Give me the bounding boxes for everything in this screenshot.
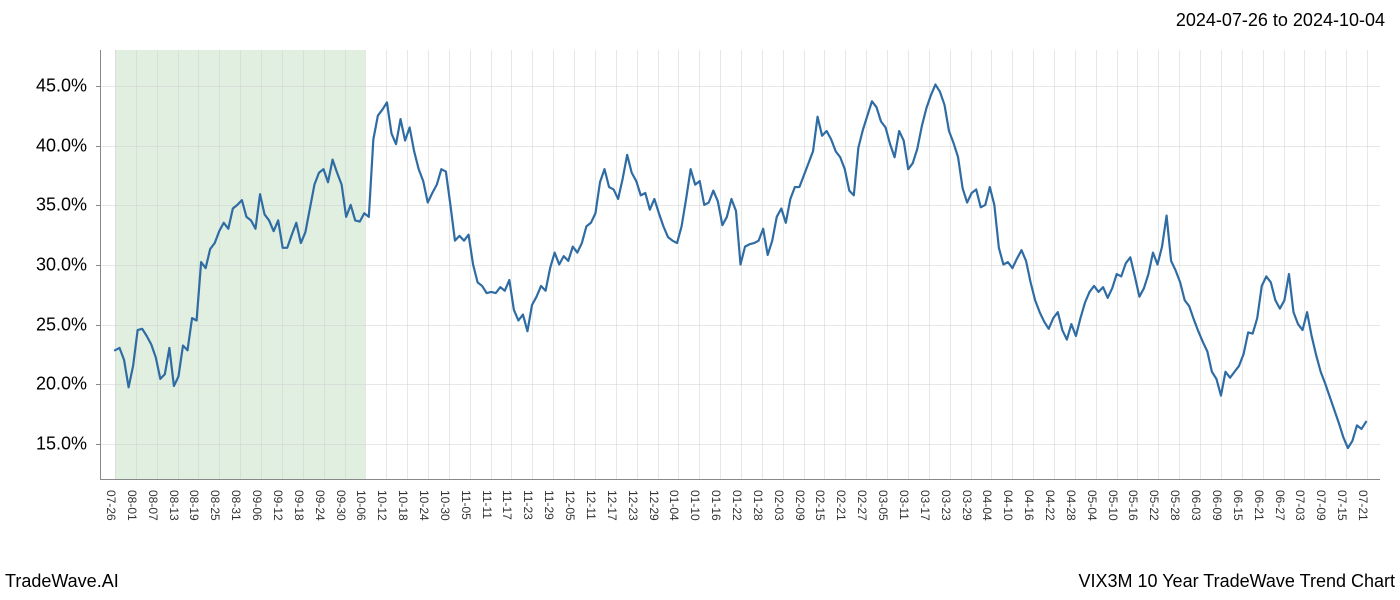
y-axis-label: 15.0%: [36, 434, 87, 455]
x-axis-label: 02-27: [855, 490, 869, 521]
x-axis-label: 10-30: [438, 490, 452, 521]
x-axis-label: 11-05: [459, 490, 473, 520]
x-axis-label: 09-18: [292, 490, 306, 521]
y-axis-label: 35.0%: [36, 195, 87, 216]
y-axis-label: 20.0%: [36, 374, 87, 395]
x-axis-label: 09-30: [334, 490, 348, 521]
x-axis: 07-26 08-01 08-07 08-13 08-19 08-25 08-31 09-06…: [100, 485, 1380, 555]
series-line: [115, 85, 1366, 448]
y-axis-label: 40.0%: [36, 135, 87, 156]
x-axis-label: 10-24: [417, 490, 431, 521]
date-range-label: 2024-07-26 to 2024-10-04: [1176, 10, 1385, 31]
x-axis-label: 08-31: [229, 490, 243, 521]
x-axis-label: 10-06: [354, 490, 368, 521]
y-tick: [96, 444, 101, 445]
x-axis-label: 12-11: [584, 490, 598, 520]
x-axis-label: 06-27: [1273, 490, 1287, 521]
y-tick: [96, 265, 101, 266]
x-axis-label: 04-28: [1064, 490, 1078, 521]
x-axis-label: 07-09: [1314, 490, 1328, 521]
x-axis-label: 04-16: [1022, 490, 1036, 521]
x-axis-label: 12-17: [605, 490, 619, 521]
x-axis-label: 02-21: [834, 490, 848, 521]
x-axis-label: 09-06: [250, 490, 264, 521]
footer-brand: TradeWave.AI: [5, 571, 119, 592]
x-axis-label: 03-29: [960, 490, 974, 521]
x-axis-label: 08-25: [208, 490, 222, 521]
x-axis-label: 02-15: [813, 490, 827, 521]
x-axis-label: 01-22: [730, 490, 744, 521]
x-axis-label: 01-28: [751, 490, 765, 521]
y-axis-label: 25.0%: [36, 314, 87, 335]
x-axis-label: 07-26: [104, 490, 118, 521]
x-axis-label: 02-03: [772, 490, 786, 521]
x-axis-label: 01-04: [667, 490, 681, 521]
y-tick: [96, 325, 101, 326]
x-axis-label: 09-12: [271, 490, 285, 521]
x-axis-label: 03-11: [897, 490, 911, 520]
chart-plot-area: [100, 50, 1380, 480]
x-axis-label: 09-24: [313, 490, 327, 521]
x-axis-label: 08-01: [125, 490, 139, 521]
y-axis-label: 30.0%: [36, 255, 87, 276]
x-axis-label: 12-29: [647, 490, 661, 521]
x-axis-label: 01-16: [709, 490, 723, 521]
x-axis-label: 03-23: [939, 490, 953, 521]
x-axis-label: 07-15: [1335, 490, 1349, 521]
x-axis-label: 06-03: [1189, 490, 1203, 521]
x-axis-label: 06-09: [1210, 490, 1224, 521]
x-axis-label: 06-15: [1231, 490, 1245, 521]
x-axis-label: 10-12: [375, 490, 389, 521]
x-axis-label: 06-21: [1252, 490, 1266, 521]
y-axis: 15.0% 20.0% 25.0% 30.0% 35.0% 40.0% 45.0%: [0, 50, 95, 480]
y-tick: [96, 146, 101, 147]
x-axis-label: 12-23: [626, 490, 640, 521]
x-axis-label: 05-10: [1106, 490, 1120, 521]
line-series: [101, 50, 1380, 479]
x-axis-label: 12-05: [563, 490, 577, 521]
x-axis-label: 05-04: [1085, 490, 1099, 521]
x-axis-label: 07-21: [1356, 490, 1370, 521]
x-axis-label: 07-03: [1293, 490, 1307, 521]
x-axis-label: 03-17: [918, 490, 932, 521]
x-axis-label: 02-09: [793, 490, 807, 521]
x-axis-label: 01-10: [688, 490, 702, 521]
chart-title: VIX3M 10 Year TradeWave Trend Chart: [1078, 571, 1395, 592]
y-tick: [96, 384, 101, 385]
x-axis-label: 10-18: [396, 490, 410, 521]
x-axis-label: 05-22: [1147, 490, 1161, 521]
x-axis-label: 05-16: [1126, 490, 1140, 521]
y-axis-label: 45.0%: [36, 75, 87, 96]
y-tick: [96, 86, 101, 87]
y-tick: [96, 205, 101, 206]
x-axis-label: 05-28: [1168, 490, 1182, 521]
x-axis-label: 04-04: [980, 490, 994, 521]
x-axis-label: 08-07: [146, 490, 160, 521]
x-axis-label: 04-22: [1043, 490, 1057, 521]
x-axis-label: 11-11: [480, 490, 494, 519]
x-axis-label: 11-29: [542, 490, 556, 520]
x-axis-label: 08-13: [167, 490, 181, 521]
x-axis-label: 11-17: [500, 490, 514, 520]
x-axis-label: 04-10: [1001, 490, 1015, 521]
x-axis-label: 08-19: [187, 490, 201, 521]
x-axis-label: 11-23: [521, 490, 535, 520]
x-axis-label: 03-05: [876, 490, 890, 521]
